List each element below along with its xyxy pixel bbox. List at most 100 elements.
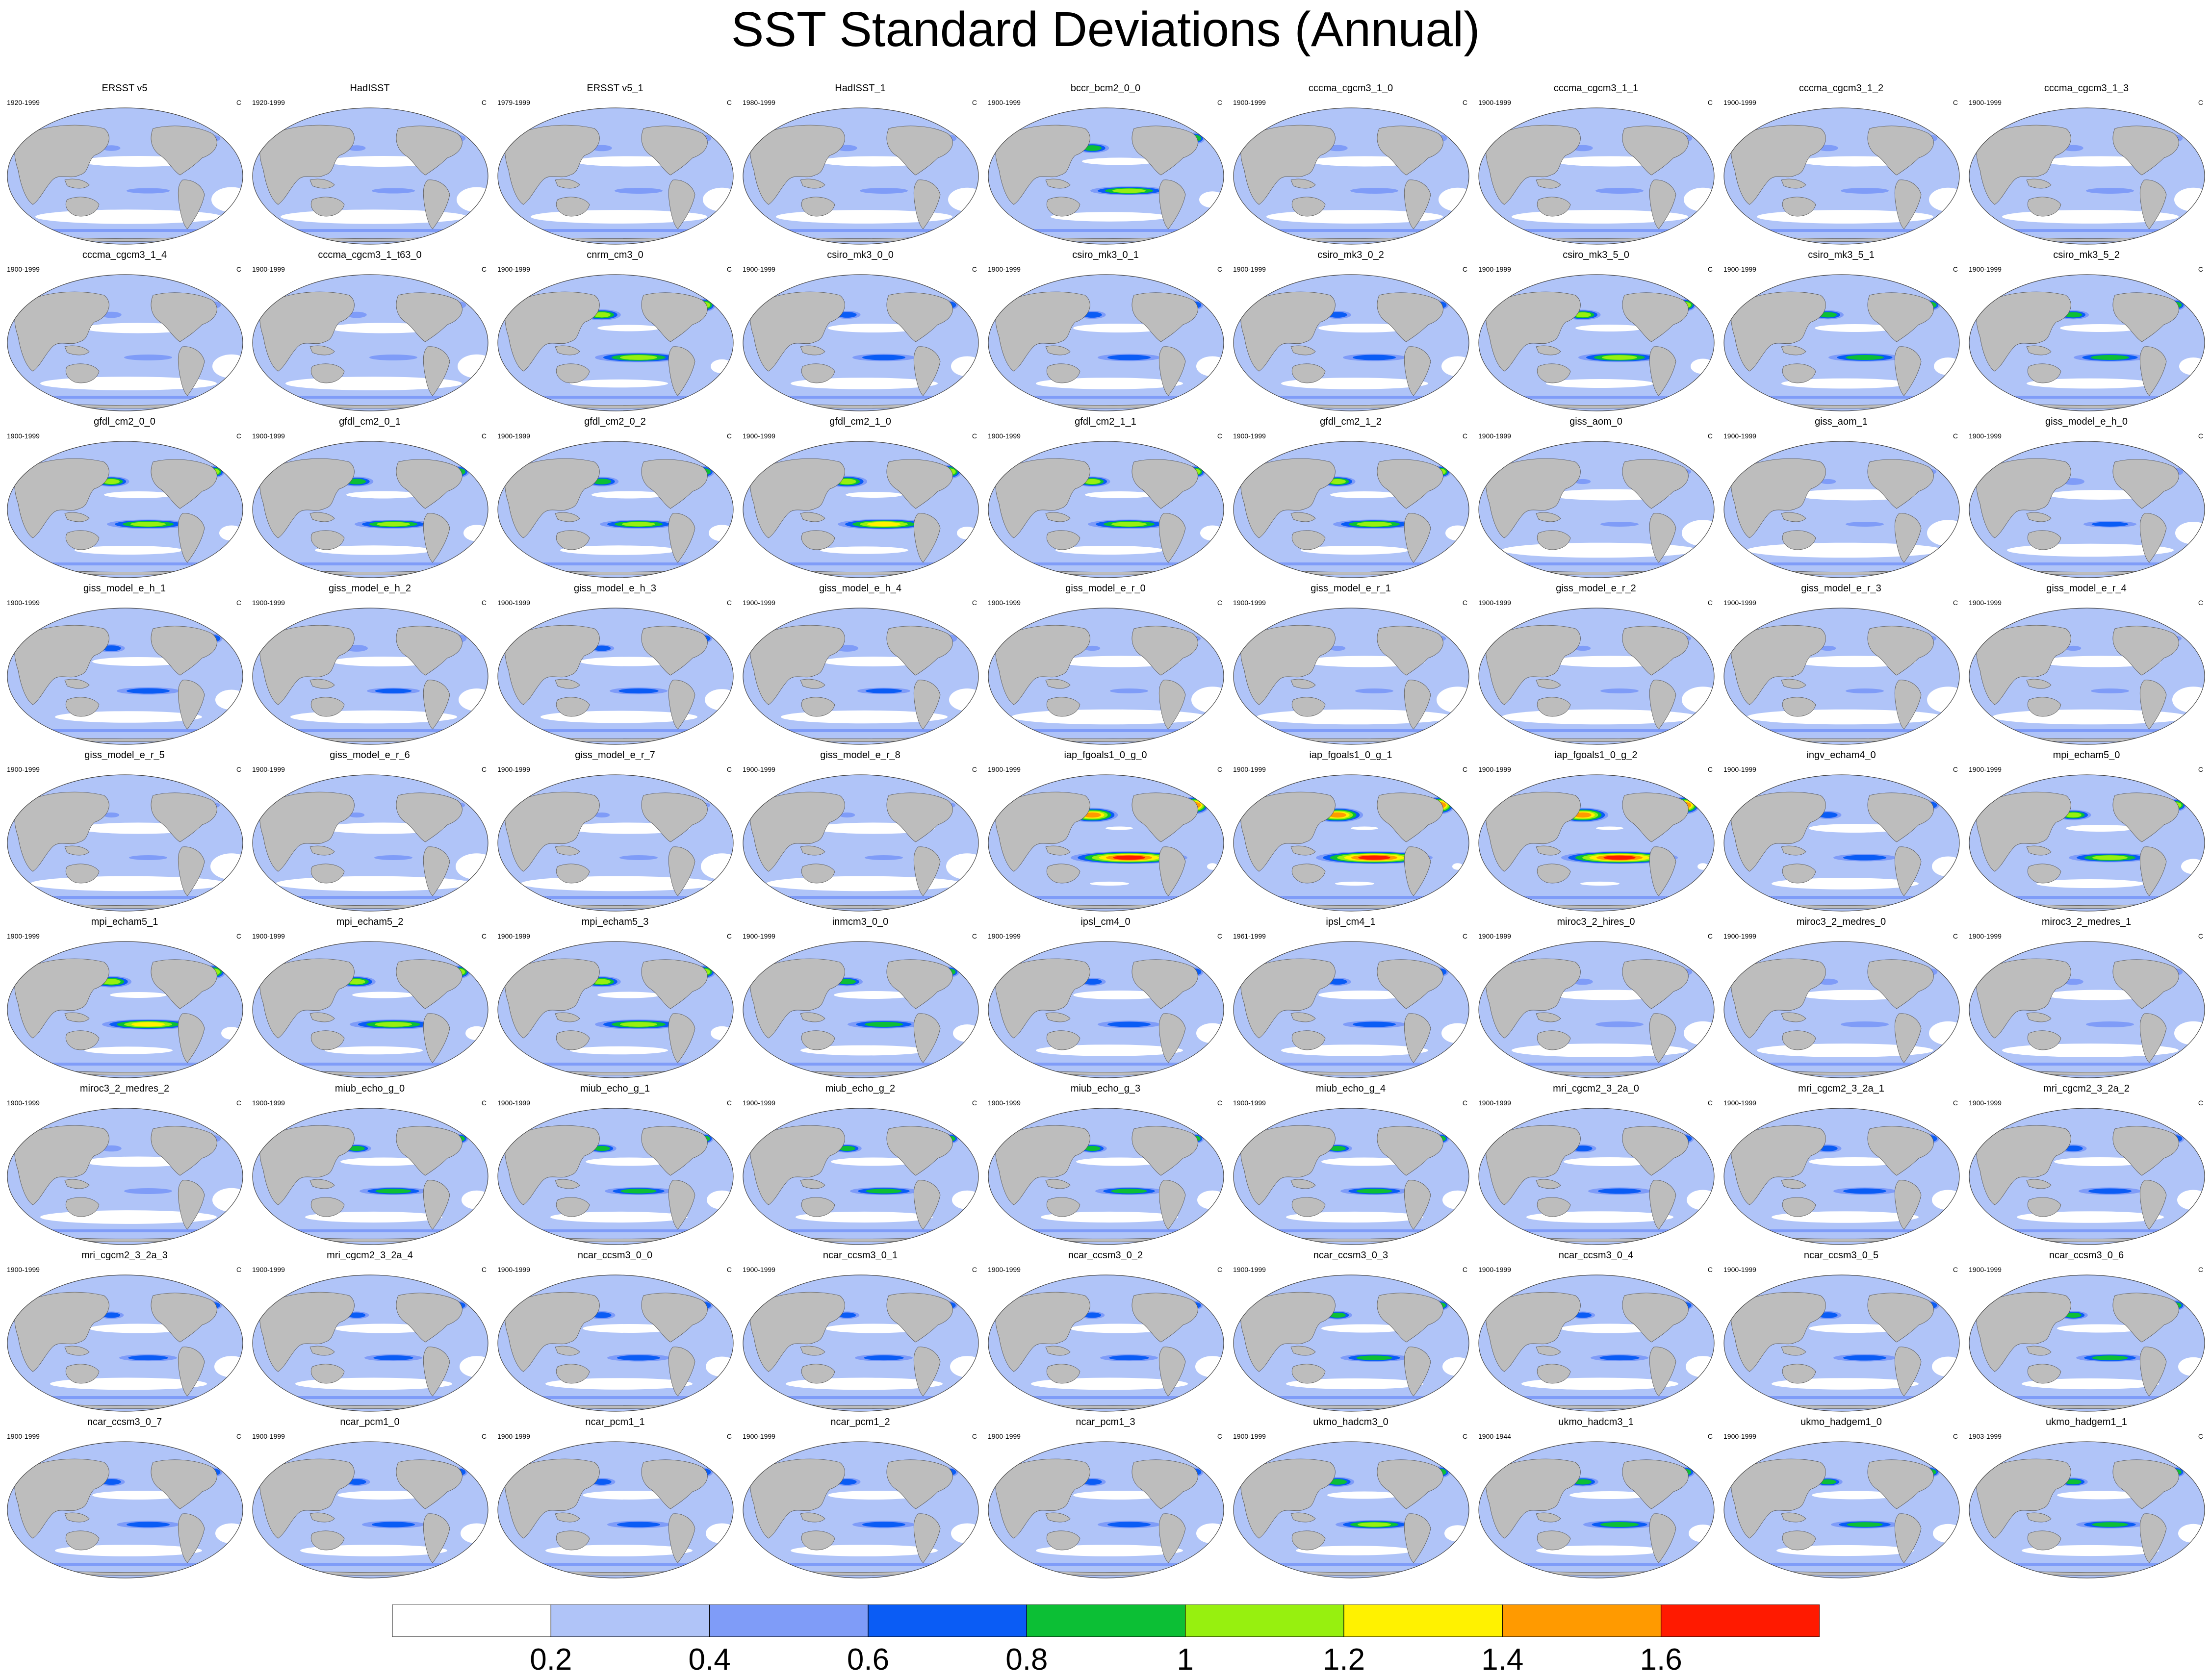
panel-years: 1900-1999: [1723, 1266, 1756, 1273]
colorbar-tick-label: 0.4: [688, 1643, 731, 1677]
sst-map: [252, 107, 488, 245]
map-panel-grid: ERSST v5 1920-1999 C HadISST 1920-1999 C ERSST…: [0, 81, 2211, 1581]
panel-units: C: [2198, 432, 2203, 440]
panel-years: 1900-1999: [1723, 765, 1756, 773]
panel-title: ukmo_hadgem1_0: [1800, 1417, 1882, 1427]
panel-years: 1900-1999: [1478, 1266, 1511, 1273]
map-panel: miub_echo_g_2 1900-1999 C: [738, 1081, 983, 1248]
map-panel: ncar_ccsm3_0_6 1900-1999 C: [1964, 1248, 2209, 1415]
map-panel: ncar_ccsm3_0_2 1900-1999 C: [983, 1248, 1228, 1415]
panel-units: C: [972, 99, 977, 106]
panel-title: gfdl_cm2_1_1: [1075, 416, 1136, 427]
panel-years: 1900-1999: [497, 765, 530, 773]
panel-years: 1900-1999: [743, 432, 775, 440]
panel-units: C: [972, 265, 977, 273]
panel-years: 1900-1999: [1969, 765, 2002, 773]
sst-map: [7, 1441, 243, 1578]
colorbar-swatch: [1661, 1604, 1820, 1637]
map-panel: csiro_mk3_5_2 1900-1999 C: [1964, 248, 2209, 414]
map-panel: giss_model_e_r_5 1900-1999 C: [2, 748, 247, 915]
panel-units: C: [2198, 1099, 2203, 1107]
panel-years: 1900-1999: [7, 932, 40, 940]
map-panel: gfdl_cm2_0_0 1900-1999 C: [2, 414, 247, 581]
panel-units: C: [236, 432, 241, 440]
sst-map: [252, 1108, 488, 1245]
sst-map: [1969, 1108, 2205, 1245]
map-panel: giss_model_e_r_7 1900-1999 C: [492, 748, 738, 915]
sst-map: [1969, 107, 2205, 245]
map-panel: giss_model_e_r_2 1900-1999 C: [1473, 581, 1719, 748]
panel-units: C: [1217, 1266, 1222, 1273]
sst-map: [497, 1274, 734, 1412]
panel-units: C: [972, 1099, 977, 1107]
sst-map: [1233, 1274, 1469, 1412]
panel-title: ncar_ccsm3_0_0: [577, 1250, 653, 1261]
panel-years: 1900-1999: [988, 765, 1021, 773]
colorbar-swatch: [1185, 1604, 1344, 1637]
colorbar-swatch: [709, 1604, 869, 1637]
map-panel: cccma_cgcm3_1_0 1900-1999 C: [1228, 81, 1473, 248]
map-panel: ncar_pcm1_2 1900-1999 C: [738, 1415, 983, 1581]
panel-years: 1900-1999: [1233, 1266, 1266, 1273]
panel-title: miroc3_2_hires_0: [1557, 916, 1635, 927]
colorbar-tick-label: 1: [1177, 1643, 1194, 1677]
panel-units: C: [1217, 1432, 1222, 1440]
panel-years: 1900-1999: [1478, 265, 1511, 273]
colorbar-tick-label: 1.2: [1322, 1643, 1365, 1677]
map-panel: cccma_cgcm3_1_1 1900-1999 C: [1473, 81, 1719, 248]
map-panel: gfdl_cm2_1_1 1900-1999 C: [983, 414, 1228, 581]
sst-map: [988, 608, 1224, 745]
map-panel: ukmo_hadcm3_1 1900-1944 C: [1473, 1415, 1719, 1581]
sst-map: [743, 774, 979, 912]
panel-title: ncar_ccsm3_0_3: [1313, 1250, 1388, 1261]
sst-map: [1233, 441, 1469, 578]
colorbar-tick-label: 1.6: [1640, 1643, 1682, 1677]
panel-years: 1900-1999: [1233, 1432, 1266, 1440]
sst-map: [1723, 1441, 1960, 1578]
panel-years: 1900-1999: [1723, 265, 1756, 273]
panel-title: cccma_cgcm3_1_2: [1799, 83, 1884, 94]
page-title: SST Standard Deviations (Annual): [731, 2, 1480, 57]
panel-units: C: [1953, 599, 1958, 607]
panel-title: giss_aom_0: [1569, 416, 1622, 427]
map-panel: giss_model_e_h_4 1900-1999 C: [738, 581, 983, 748]
panel-units: C: [236, 265, 241, 273]
sst-map: [7, 941, 243, 1078]
panel-title: bccr_bcm2_0_0: [1070, 83, 1141, 94]
panel-title: ukmo_hadgem1_1: [2046, 1417, 2127, 1427]
sst-map: [1969, 941, 2205, 1078]
panel-years: 1900-1999: [252, 932, 285, 940]
panel-years: 1900-1999: [1233, 765, 1266, 773]
panel-title: mri_cgcm2_3_2a_4: [327, 1250, 413, 1261]
sst-map: [988, 274, 1224, 411]
sst-map: [252, 774, 488, 912]
panel-years: 1900-1999: [252, 432, 285, 440]
panel-years: 1900-1999: [988, 265, 1021, 273]
panel-years: 1900-1999: [1969, 1099, 2002, 1107]
panel-years: 1900-1999: [988, 432, 1021, 440]
panel-title: miroc3_2_medres_2: [79, 1083, 170, 1094]
panel-units: C: [481, 599, 487, 607]
panel-title: giss_model_e_h_2: [329, 583, 411, 594]
panel-units: C: [2198, 765, 2203, 773]
colorbar-swatch: [392, 1604, 551, 1637]
sst-map: [1969, 274, 2205, 411]
panel-years: 1900-1999: [1233, 599, 1266, 607]
sst-map: [988, 774, 1224, 912]
sst-map: [1969, 441, 2205, 578]
map-panel: miub_echo_g_1 1900-1999 C: [492, 1081, 738, 1248]
panel-years: 1900-1999: [252, 599, 285, 607]
map-panel: miroc3_2_medres_2 1900-1999 C: [2, 1081, 247, 1248]
map-panel: ncar_ccsm3_0_4 1900-1999 C: [1473, 1248, 1719, 1415]
panel-title: miroc3_2_medres_1: [2041, 916, 2132, 927]
colorbar-tick-label: 0.2: [530, 1643, 572, 1677]
map-panel: bccr_bcm2_0_0 1900-1999 C: [983, 81, 1228, 248]
sst-map: [1478, 441, 1715, 578]
panel-title: ukmo_hadcm3_1: [1558, 1417, 1634, 1427]
sst-map: [497, 774, 734, 912]
panel-title: HadISST: [350, 83, 390, 94]
map-panel: cccma_cgcm3_1_t63_0 1900-1999 C: [247, 248, 492, 414]
panel-units: C: [1707, 1099, 1713, 1107]
panel-years: 1900-1999: [497, 1266, 530, 1273]
panel-years: 1900-1999: [1233, 432, 1266, 440]
